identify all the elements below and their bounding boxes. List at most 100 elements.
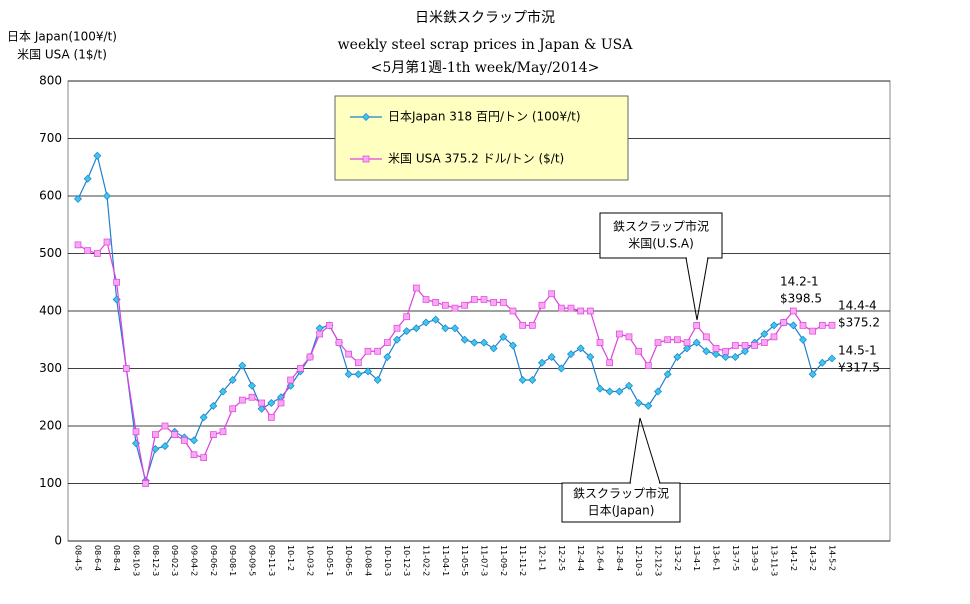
point [209, 401, 218, 410]
point [615, 330, 623, 338]
y-tick-label: 700 [39, 131, 62, 145]
x-tick-label: 10-06-5 [344, 545, 353, 576]
chart-subtitle: <5月第1週-1th week/May/2014> [371, 59, 600, 76]
point [692, 338, 701, 347]
x-tick-label: 10-12-3 [402, 545, 411, 576]
point [731, 353, 740, 361]
x-tick-label: 11-09-2 [499, 545, 508, 576]
x-tick-label: 12-12-3 [654, 545, 663, 576]
point [325, 322, 333, 329]
x-tick-label: 09-11-3 [267, 545, 276, 576]
point [267, 399, 276, 407]
point [306, 353, 314, 361]
point [161, 422, 169, 430]
point [74, 241, 82, 249]
x-tick-label: 14-3-2 [808, 545, 817, 571]
point [490, 299, 498, 306]
x-tick-label: 13-11-3 [770, 545, 779, 576]
point [519, 322, 527, 329]
point [74, 194, 82, 203]
x-tick-label: 13-2-2 [673, 545, 682, 571]
point [190, 436, 198, 445]
point [199, 413, 208, 422]
chart-title: 日米鉄スクラップ市況 [415, 9, 555, 26]
point [354, 370, 363, 379]
point [557, 304, 565, 312]
x-tick-label: 10-08-4 [364, 545, 373, 576]
point [460, 335, 469, 344]
point [93, 250, 101, 257]
point [480, 296, 488, 303]
point [354, 359, 362, 367]
x-tick-label: 11-07-3 [480, 545, 489, 576]
annotation: 鉄スクラップ市況 [573, 486, 669, 501]
legend-label: 日本Japan 318 百円/トン (100¥/t) [388, 110, 581, 124]
point [219, 387, 227, 396]
y-axis-label: 米国 USA (1$/t) [17, 48, 107, 62]
point [132, 428, 140, 436]
point [576, 344, 585, 353]
point [248, 381, 256, 390]
point [818, 322, 826, 329]
point [663, 370, 672, 379]
callout-pointer [685, 257, 709, 321]
point [84, 247, 92, 254]
point [567, 304, 575, 312]
point [219, 428, 227, 436]
point [431, 315, 440, 324]
x-tick-label: 10-03-2 [306, 545, 315, 576]
point [673, 353, 682, 361]
point [625, 381, 633, 390]
x-tick-label: 11-05-5 [460, 545, 469, 576]
point [518, 376, 527, 384]
annotation: 14.4-4 [838, 299, 877, 313]
point [335, 339, 343, 346]
point [683, 339, 691, 346]
x-tick-label: 09-08-1 [228, 545, 237, 576]
x-tick-label: 13-7-5 [731, 545, 740, 571]
point [258, 399, 266, 407]
legend-box [334, 95, 629, 181]
annotation: $375.2 [838, 316, 880, 330]
point [248, 393, 256, 401]
point [741, 342, 749, 349]
chart-subtitle: weekly steel scrap prices in Japan & USA [338, 37, 634, 53]
point [828, 321, 836, 329]
point [644, 401, 653, 410]
point [567, 350, 575, 359]
point [538, 358, 546, 367]
point [229, 405, 237, 413]
point [586, 353, 595, 361]
point [509, 341, 517, 350]
y-tick-label: 100 [39, 476, 62, 490]
point [654, 339, 662, 346]
point [432, 299, 440, 306]
point [635, 347, 643, 355]
x-tick-label: 09-04-2 [190, 545, 199, 576]
point [364, 367, 372, 376]
point [190, 451, 198, 459]
point [228, 376, 237, 384]
point [731, 342, 739, 349]
callout-box [561, 482, 681, 523]
point [362, 113, 370, 121]
point [741, 347, 749, 356]
point [122, 365, 130, 372]
point [83, 174, 92, 183]
callout-box [599, 212, 723, 259]
x-tick-label: 12-10-3 [634, 545, 643, 576]
x-tick-label: 11-02-2 [422, 545, 431, 576]
point [644, 362, 652, 369]
point [412, 324, 421, 333]
x-tick-label: 09-06-2 [209, 545, 218, 576]
point [209, 431, 217, 438]
point [596, 339, 604, 346]
point [770, 321, 778, 330]
x-tick-label: 14-5-2 [828, 545, 837, 571]
annotation: 鉄スクラップ市況 [613, 219, 709, 234]
point [625, 333, 633, 341]
point [547, 353, 556, 361]
x-tick-label: 08-4-5 [74, 545, 83, 571]
x-tick-label: 09-09-5 [248, 545, 257, 576]
